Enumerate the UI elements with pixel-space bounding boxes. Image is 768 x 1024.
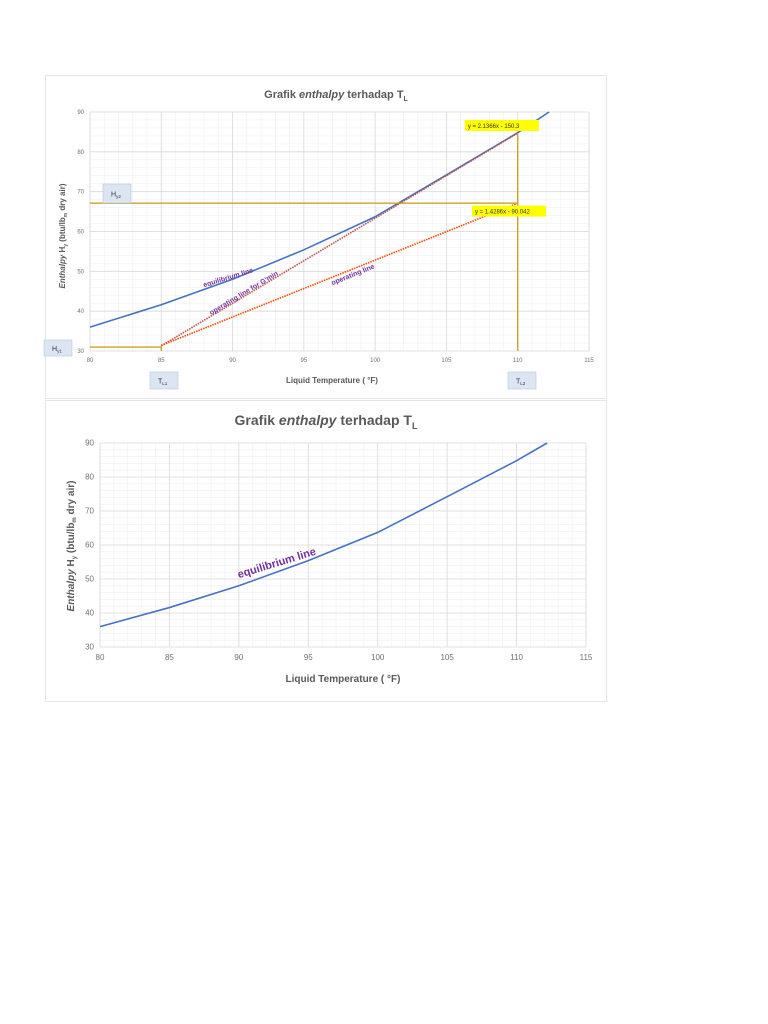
x-tick-label: 80	[96, 653, 105, 662]
y-tick-label: 50	[85, 575, 94, 584]
series-line	[160, 202, 519, 347]
hy1-marker-label: Hy1	[52, 346, 62, 354]
tl2-marker	[507, 371, 537, 390]
enthalpy-equilibrium-chart: Grafik enthalpy terhadap TL 30 40 50 60 70 80…	[45, 400, 607, 702]
hy2-marker-label: Hy2	[111, 192, 121, 200]
x-tick-label: 115	[580, 653, 593, 662]
y-tick-label: 50	[77, 269, 84, 275]
y-tick-label: 60	[77, 230, 84, 236]
y-tick-label: 30	[77, 349, 84, 355]
y-tick-label: 30	[85, 643, 94, 652]
chart2-y-axis-label: Enthalpy Hy (btu/lbm dry air)	[66, 481, 78, 612]
chart2-x-axis-label: Liquid Temperature ( °F)	[286, 674, 401, 685]
series-line	[90, 346, 162, 351]
x-tick-label: 95	[301, 358, 308, 364]
x-tick-label: 100	[371, 653, 385, 662]
y-tick-label: 60	[85, 541, 94, 550]
y-tick-label: 80	[77, 150, 84, 156]
chart1-title: Grafik enthalpy terhadap TL	[264, 89, 408, 103]
hy1-marker	[43, 339, 73, 357]
chart1-x-axis-label: Liquid Temperature ( °F)	[286, 376, 378, 385]
chart2-y-ticks: 30 40 50 60 70 80 90	[85, 439, 94, 652]
y-tick-label: 80	[85, 473, 94, 482]
series-line	[99, 442, 548, 628]
chart2-annotations: equilibrium line	[236, 546, 317, 581]
chart1-x-ticks: 80 85 90 95 100 105 110 115	[87, 358, 595, 364]
gmin-equation-box-text: y = 2.1366x - 150.3	[468, 124, 520, 130]
chart2-title: Grafik enthalpy terhadap TL	[235, 412, 418, 431]
chart2-gridlines	[99, 442, 587, 648]
equilibrium-line-label: equilibrium line	[203, 267, 255, 289]
x-tick-label: 105	[440, 653, 454, 662]
x-tick-label: 100	[370, 358, 381, 364]
y-tick-label: 90	[85, 439, 94, 448]
x-tick-label: 95	[304, 653, 313, 662]
x-tick-label: 80	[87, 358, 94, 364]
tl1-marker-label: TL1	[158, 379, 168, 387]
chart1-y-ticks: 30 40 50 60 70 80 90	[77, 110, 84, 355]
operating-equation-box-text: y = 1.4286x - 90.042	[475, 210, 531, 216]
tl2-marker-label: TL2	[516, 379, 526, 387]
chart1-y-axis-label: Enthalpy Hy (btu/lbm dry air)	[58, 183, 69, 288]
x-tick-label: 85	[158, 358, 165, 364]
chart2-series	[99, 442, 548, 628]
y-tick-label: 40	[85, 609, 94, 618]
x-tick-label: 110	[513, 358, 523, 364]
chart1-series	[89, 111, 550, 351]
x-tick-label: 110	[510, 653, 523, 662]
x-tick-label: 105	[441, 358, 452, 364]
tl1-marker	[149, 371, 179, 390]
x-tick-label: 90	[234, 653, 243, 662]
x-tick-label: 90	[229, 358, 236, 364]
equilibrium-line-label: equilibrium line	[236, 546, 317, 581]
enthalpy-operating-lines-chart: Grafik enthalpy terhadap TL 30 40 50 60 70 80…	[43, 75, 607, 399]
y-tick-label: 40	[77, 309, 84, 315]
gmin-equation-box	[464, 119, 539, 131]
chart1-marker-boxes: Hy1 Hy2 TL1 TL2	[43, 183, 537, 390]
chart2-x-ticks: 80 85 90 95 100 105 110 115	[96, 653, 593, 662]
operating-equation-box	[471, 205, 546, 217]
chart2-svg: Grafik enthalpy terhadap TL 30 40 50 60 70 80…	[66, 412, 593, 685]
x-tick-label: 115	[584, 358, 594, 364]
y-tick-label: 90	[77, 110, 84, 116]
series-line	[89, 111, 550, 328]
y-tick-label: 70	[85, 507, 94, 516]
x-tick-label: 85	[165, 653, 174, 662]
series-line	[90, 133, 519, 351]
chart1-svg: Grafik enthalpy terhadap TL 30 40 50 60 70 80…	[43, 89, 595, 390]
operating-line-label: operating line	[330, 263, 375, 287]
chart1-gridlines	[89, 111, 590, 352]
series-line	[160, 132, 519, 347]
hy2-marker	[102, 183, 132, 204]
y-tick-label: 70	[77, 190, 84, 196]
